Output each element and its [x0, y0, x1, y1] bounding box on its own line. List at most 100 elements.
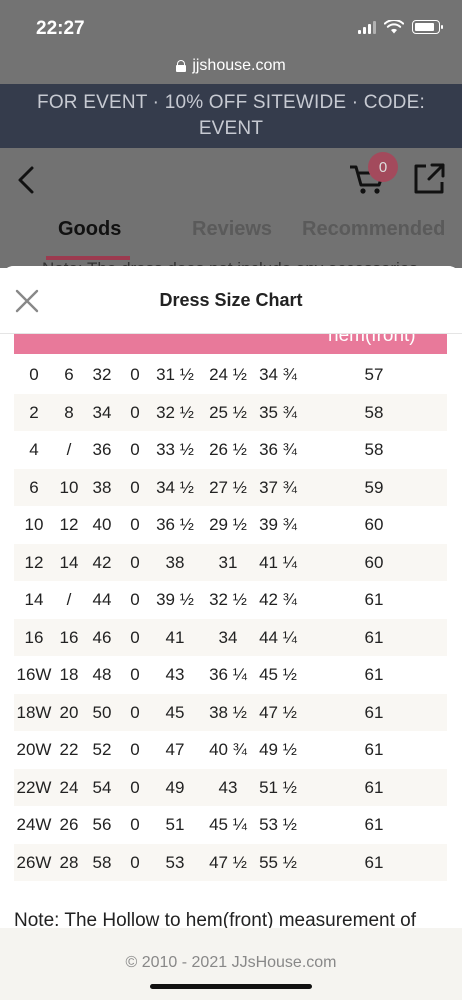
table-cell: 42 ¾ — [259, 590, 297, 609]
back-chevron-icon[interactable] — [12, 160, 42, 200]
table-cell: 45 ½ — [259, 665, 297, 684]
table-cell: 36 ¾ — [259, 440, 297, 459]
promo-banner[interactable]: FOR EVENT · 10% OFF SITEWIDE · CODE: EVE… — [0, 84, 462, 148]
table-cell: 51 ½ — [259, 777, 297, 797]
table-cell: 56 — [92, 815, 112, 834]
table-cell: 26 ½ — [209, 440, 247, 459]
table-cell: 16 — [24, 627, 44, 647]
table-cell: 10 — [24, 515, 44, 534]
product-tabs: Goods Reviews Recommended — [0, 218, 462, 254]
table-cell: 36 — [92, 440, 112, 459]
table-cell: 43 — [165, 665, 185, 684]
table-cell: 0 — [130, 702, 140, 722]
table-cell: 45 ¼ — [209, 815, 247, 834]
table-cell: 60 — [364, 552, 384, 572]
table-cell: 51 — [165, 815, 185, 834]
table-cell: 55 ½ — [259, 852, 297, 872]
table-cell: 16W — [16, 665, 52, 684]
table-cell: / — [66, 440, 72, 459]
table-row: 4 / 36 0 33 ½ 26 ½ 36 ¾ 58 — [14, 431, 447, 469]
table-cell: 20 — [59, 702, 79, 722]
table-cell: 53 ½ — [259, 815, 297, 834]
table-cell: 39 ½ — [156, 590, 194, 609]
sheet-header: Dress Size Chart — [0, 266, 462, 334]
table-cell: 0 — [130, 777, 140, 797]
table-cell: 52 — [92, 740, 112, 759]
table-cell: 26W — [16, 852, 52, 872]
copyright-text: © 2010 - 2021 JJsHouse.com — [125, 954, 337, 971]
table-cell: 46 — [92, 627, 112, 647]
table-cell: 57 — [364, 365, 384, 384]
table-cell: 32 ½ — [209, 590, 247, 609]
table-cell: 38 ½ — [209, 702, 247, 722]
table-cell: 26 — [59, 815, 79, 834]
table-cell: 24 ½ — [209, 365, 247, 384]
measurement-note: Note: The Hollow to hem(front) measureme… — [14, 910, 416, 931]
url-bar[interactable]: jjshouse.com — [0, 48, 462, 84]
table-cell: 8 — [64, 402, 74, 422]
table-cell: 44 — [92, 590, 112, 609]
table-cell: 61 — [364, 740, 384, 759]
table-cell: 10 — [59, 477, 79, 497]
size-table[interactable]: 0 6 32 0 31 ½ 24 ½ 34 ¾ 57 2 8 34 0 32 ½ 25 ½ 35 ¾ 58 4/… — [14, 356, 447, 881]
table-cell: 61 — [364, 852, 384, 872]
table-cell: 0 — [130, 515, 140, 534]
table-cell: 47 — [165, 740, 185, 759]
table-cell: 0 — [130, 815, 140, 834]
table-cell: 58 — [364, 440, 384, 459]
table-cell: 25 ½ — [209, 402, 247, 422]
table-cell: 14 — [59, 552, 79, 572]
table-row: 22W 24 54 0 49 43 51 ½ 61 — [14, 768, 447, 806]
table-cell: 12 — [24, 552, 44, 572]
table-cell: 0 — [130, 440, 140, 459]
table-cell: 39 ¾ — [259, 515, 297, 534]
sheet-title: Dress Size Chart — [159, 290, 303, 310]
table-cell: 36 ¼ — [209, 665, 247, 684]
table-cell: 22 — [59, 740, 79, 759]
table-row: 24W 26 56 0 51 45 ¼ 53 ½ 61 — [14, 806, 447, 844]
table-cell: 61 — [364, 815, 384, 834]
close-icon[interactable] — [14, 288, 40, 314]
table-cell: 61 — [364, 777, 384, 797]
table-cell: 24W — [16, 815, 52, 834]
table-cell: 41 — [165, 627, 185, 647]
table-cell: 47 ½ — [209, 852, 247, 872]
table-cell: 38 — [92, 477, 112, 497]
table-cell: 6 — [64, 365, 74, 384]
table-cell: 41 ¼ — [259, 552, 297, 572]
table-cell: 61 — [364, 665, 384, 684]
table-cell: 32 — [92, 365, 112, 384]
table-cell: 47 ½ — [259, 702, 297, 722]
table-cell: 34 — [218, 627, 238, 647]
table-cell: 29 ½ — [209, 515, 247, 534]
table-cell: 18W — [16, 702, 52, 722]
table-cell: 44 ¼ — [259, 627, 297, 647]
table-row: 18W 20 50 0 45 38 ½ 47 ½ 61 — [14, 693, 447, 731]
table-cell: 0 — [29, 365, 39, 384]
system-icons — [358, 20, 443, 34]
active-tab-indicator — [46, 256, 130, 260]
table-row: 10 12 40 0 36 ½ 29 ½ 39 ¾ 60 — [14, 506, 447, 544]
table-cell: 31 — [218, 552, 238, 572]
tab-reviews[interactable]: Reviews — [192, 218, 273, 240]
table-cell: 28 — [59, 852, 79, 872]
table-cell: 0 — [130, 477, 140, 497]
tab-recommended[interactable]: Recommended — [302, 218, 446, 240]
table-cell: 6 — [29, 477, 39, 497]
table-cell: 58 — [92, 852, 112, 872]
tab-goods[interactable]: Goods — [58, 218, 122, 240]
share-icon[interactable] — [410, 160, 448, 198]
table-row: 26W 28 58 0 53 47 ½ 55 ½ 61 — [14, 843, 447, 881]
table-cell: 49 ½ — [259, 740, 297, 759]
table-row: 16W 18 48 0 43 36 ¼ 45 ½ 61 — [14, 656, 447, 694]
table-cell: 14 — [24, 590, 44, 609]
status-bar: 22:27 — [0, 0, 462, 48]
table-cell: 37 ¾ — [259, 477, 297, 497]
table-cell: 59 — [364, 477, 384, 497]
cart-count-badge: 0 — [368, 152, 398, 182]
table-cell: 53 — [165, 852, 185, 872]
table-cell: 34 ¾ — [259, 365, 297, 384]
table-cell: 45 — [165, 702, 185, 722]
table-cell: 0 — [130, 590, 140, 609]
table-cell: 34 ½ — [156, 477, 194, 497]
